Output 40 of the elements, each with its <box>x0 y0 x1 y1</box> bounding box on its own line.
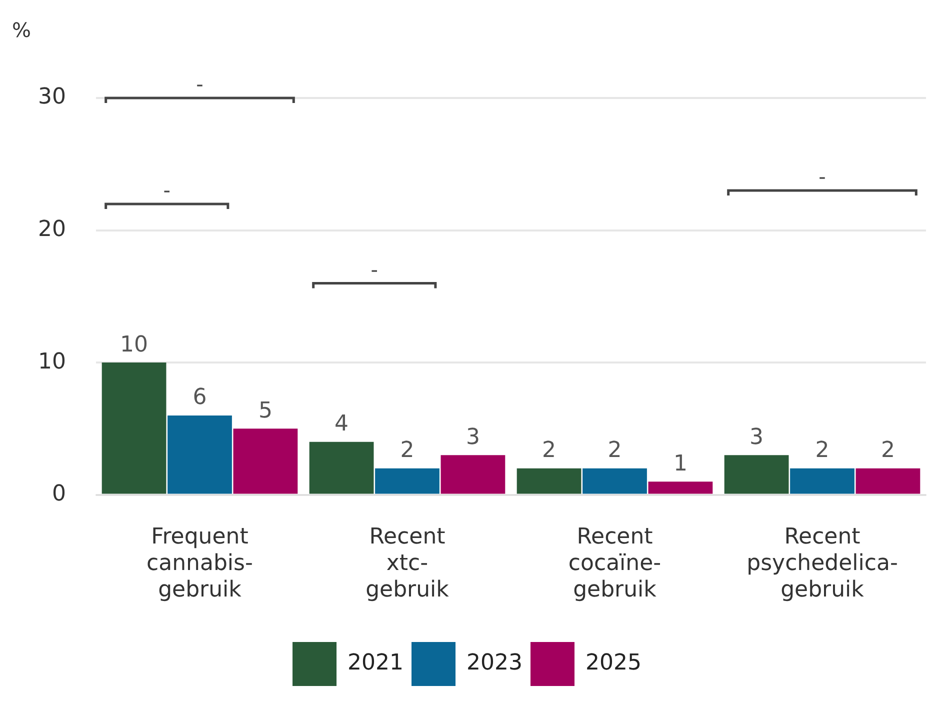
bar <box>516 468 582 494</box>
x-tick-label: Recent psychedelica-gebruik <box>746 524 898 603</box>
text: - <box>196 72 204 96</box>
y-tick-label: 10 <box>38 349 66 374</box>
data-label: 6 <box>192 385 207 410</box>
data-label: 10 <box>120 332 148 358</box>
bar <box>790 468 854 494</box>
bar <box>375 468 440 494</box>
data-label: 3 <box>466 424 480 450</box>
data-label: 2 <box>815 438 830 464</box>
data-label: 1 <box>673 451 688 476</box>
y-tick-label: 30 <box>38 84 66 110</box>
data-label: 5 <box>258 398 272 424</box>
legend-label: 2023 <box>466 650 523 676</box>
bar <box>440 455 506 494</box>
data-label: 2 <box>400 438 414 464</box>
bar <box>856 468 920 494</box>
annotation: - <box>163 178 170 202</box>
data-label: 4 <box>334 412 349 437</box>
bar <box>168 415 232 494</box>
data-label: 2 <box>542 438 556 464</box>
bar <box>724 455 789 494</box>
bar <box>309 442 374 494</box>
legend-label: 2025 <box>585 650 642 676</box>
bar <box>648 482 713 494</box>
x-tick-label: Recent xtc-gebruik <box>366 524 450 603</box>
x-tick-label: Recent cocaïne-gebruik <box>568 524 662 603</box>
data-label: 2 <box>608 438 622 464</box>
data-label: 2 <box>880 438 895 464</box>
annotation: - <box>818 164 826 189</box>
bar <box>102 362 166 494</box>
legend-label: 2021 <box>348 650 404 676</box>
y-tick-label: 0 <box>52 482 66 507</box>
bar <box>233 428 298 494</box>
data-label: 3 <box>750 424 764 450</box>
y-tick-label: 20 <box>38 216 66 242</box>
x-tick-label: Frequent cannabis-gebruik <box>146 524 253 603</box>
y-axis-title: % <box>12 18 32 42</box>
bar <box>582 468 647 494</box>
annotation: - <box>370 258 378 282</box>
